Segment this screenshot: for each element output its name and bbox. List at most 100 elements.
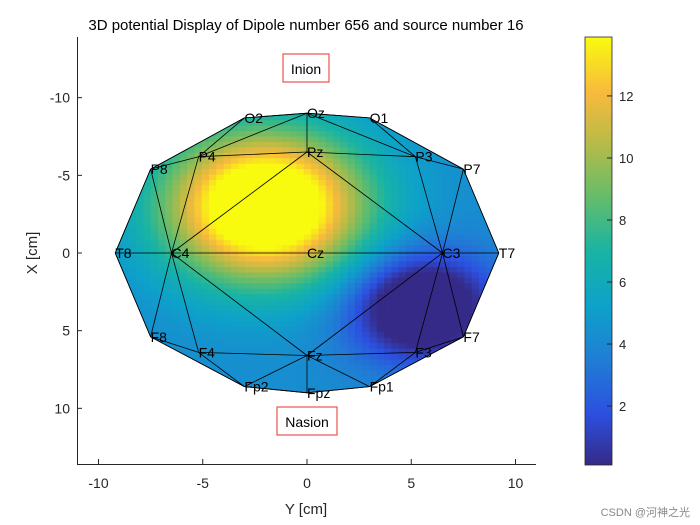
heat-cell — [223, 272, 232, 279]
heat-cell — [260, 288, 268, 295]
heat-cell — [303, 152, 312, 159]
heat-cell — [318, 245, 327, 252]
heat-cell — [260, 120, 268, 127]
heat-cell — [376, 353, 385, 361]
heat-cell — [187, 256, 196, 263]
heat-cell — [435, 179, 444, 187]
heat-cell — [369, 207, 378, 214]
heat-cell — [303, 113, 312, 116]
heat-cell — [325, 272, 334, 279]
heat-cell — [449, 288, 458, 295]
heat-cell — [136, 283, 144, 290]
heat-cell — [201, 277, 210, 284]
heat-cell — [289, 196, 298, 203]
heat-cell — [391, 158, 400, 165]
heat-cell — [362, 136, 371, 143]
heat-cell — [347, 136, 356, 143]
heat-cell — [376, 299, 385, 306]
heat-cell — [136, 218, 144, 225]
electrode-label-c4: C4 — [172, 245, 190, 261]
heat-cell — [252, 370, 261, 377]
heat-cell — [194, 343, 203, 350]
heat-cell — [384, 245, 393, 252]
heat-cell — [464, 218, 473, 225]
heat-cell — [413, 234, 422, 241]
heat-cell — [354, 114, 363, 121]
heat-cell — [260, 169, 268, 176]
heat-cell — [260, 256, 268, 263]
heat-cell — [136, 261, 144, 268]
heat-cell — [252, 163, 261, 170]
heat-cell — [238, 315, 247, 322]
heat-cell — [172, 261, 181, 268]
heat-cell — [150, 207, 159, 214]
heat-cell — [267, 131, 276, 138]
heat-cell — [238, 245, 247, 252]
heat-cell — [427, 332, 436, 339]
heat-cell — [311, 201, 320, 208]
heat-cell — [252, 381, 261, 388]
heat-cell — [274, 114, 283, 121]
heat-cell — [354, 120, 363, 127]
heat-cell — [347, 185, 356, 192]
heat-cell — [245, 125, 254, 132]
heat-cell — [333, 370, 341, 377]
heat-cell — [179, 310, 188, 317]
heat-cell — [362, 179, 371, 187]
mesh-edge — [369, 336, 464, 387]
heat-cell — [442, 283, 451, 290]
heat-cell — [442, 294, 451, 301]
heat-cell — [252, 158, 261, 165]
heat-cell — [143, 261, 152, 268]
heat-cell — [427, 256, 436, 263]
heat-cell — [267, 277, 276, 284]
heat-cell — [165, 228, 174, 235]
heat-cell — [201, 310, 210, 317]
heat-cell — [245, 283, 254, 290]
heat-cell — [238, 163, 247, 170]
heat-cell — [427, 179, 436, 187]
heat-cell — [427, 326, 436, 333]
heat-cell — [303, 277, 312, 284]
heat-cell — [406, 141, 414, 148]
heat-cell — [486, 261, 495, 268]
heat-cell — [333, 234, 341, 241]
heat-cell — [216, 136, 225, 143]
heat-cell — [267, 218, 276, 225]
heat-cell — [413, 163, 422, 170]
heat-cell — [384, 158, 393, 165]
heat-cell — [427, 310, 436, 317]
heat-cell — [442, 179, 451, 187]
heat-cell — [143, 228, 152, 235]
heat-cell — [267, 315, 276, 322]
heat-cell — [362, 141, 371, 148]
heat-cell — [201, 223, 210, 230]
heat-cell — [296, 337, 305, 344]
heat-cell — [281, 370, 290, 377]
heat-cell — [223, 218, 232, 225]
heat-cell — [303, 185, 312, 192]
electrode-label-f8: F8 — [151, 329, 168, 345]
heat-cell — [347, 266, 356, 274]
heat-cell — [201, 266, 210, 274]
heat-cell — [449, 190, 458, 197]
heat-cell — [143, 277, 152, 284]
heat-cell — [420, 326, 429, 333]
heat-cell — [464, 256, 473, 263]
heat-cell — [318, 185, 327, 192]
heat-cell — [311, 359, 320, 366]
heat-cell — [362, 343, 371, 350]
heat-cell — [325, 239, 334, 246]
heat-cell — [150, 174, 159, 181]
heat-cell — [296, 114, 305, 121]
heat-cell — [391, 239, 400, 246]
heat-cell — [230, 228, 239, 235]
heat-cell — [362, 283, 371, 290]
heat-cell — [303, 343, 312, 350]
mesh-edge — [306, 386, 370, 394]
heat-cell — [413, 277, 422, 284]
heat-cell — [209, 364, 217, 371]
mesh-edge — [150, 117, 245, 170]
heat-cell — [442, 207, 451, 214]
heat-cell — [289, 131, 298, 138]
